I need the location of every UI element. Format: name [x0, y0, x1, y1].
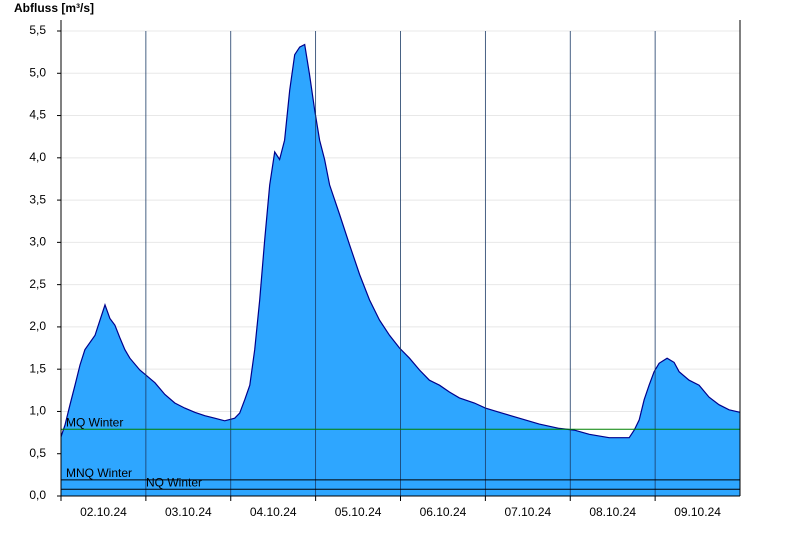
- x-tick-label: 07.10.24: [504, 505, 551, 519]
- y-tick-label: 0,0: [29, 488, 46, 502]
- y-axis-label: Abfluss [m³/s]: [14, 1, 94, 15]
- reference-label: MNQ Winter: [66, 466, 132, 480]
- y-tick-label: 0,5: [29, 446, 46, 460]
- x-tick-label: 09.10.24: [674, 505, 721, 519]
- y-tick-label: 1,5: [29, 361, 46, 375]
- y-tick-label: 2,0: [29, 319, 46, 333]
- y-tick-label: 3,0: [29, 235, 46, 249]
- y-tick-label: 3,5: [29, 192, 46, 206]
- x-tick-label: 04.10.24: [250, 505, 297, 519]
- y-tick-label: 2,5: [29, 277, 46, 291]
- area-outline: [60, 43, 741, 439]
- x-tick-label: 02.10.24: [80, 505, 127, 519]
- reference-label: MQ Winter: [66, 415, 123, 429]
- x-tick-label: 03.10.24: [165, 505, 212, 519]
- y-tick-label: 1,0: [29, 404, 46, 418]
- x-tick-label: 08.10.24: [589, 505, 636, 519]
- x-tick-label: 06.10.24: [420, 505, 467, 519]
- y-tick-label: 4,0: [29, 150, 46, 164]
- y-tick-label: 5,0: [29, 65, 46, 79]
- y-tick-label: 5,5: [29, 23, 46, 37]
- reference-label: NQ Winter: [146, 475, 202, 489]
- x-tick-label: 05.10.24: [335, 505, 382, 519]
- y-tick-label: 4,5: [29, 108, 46, 122]
